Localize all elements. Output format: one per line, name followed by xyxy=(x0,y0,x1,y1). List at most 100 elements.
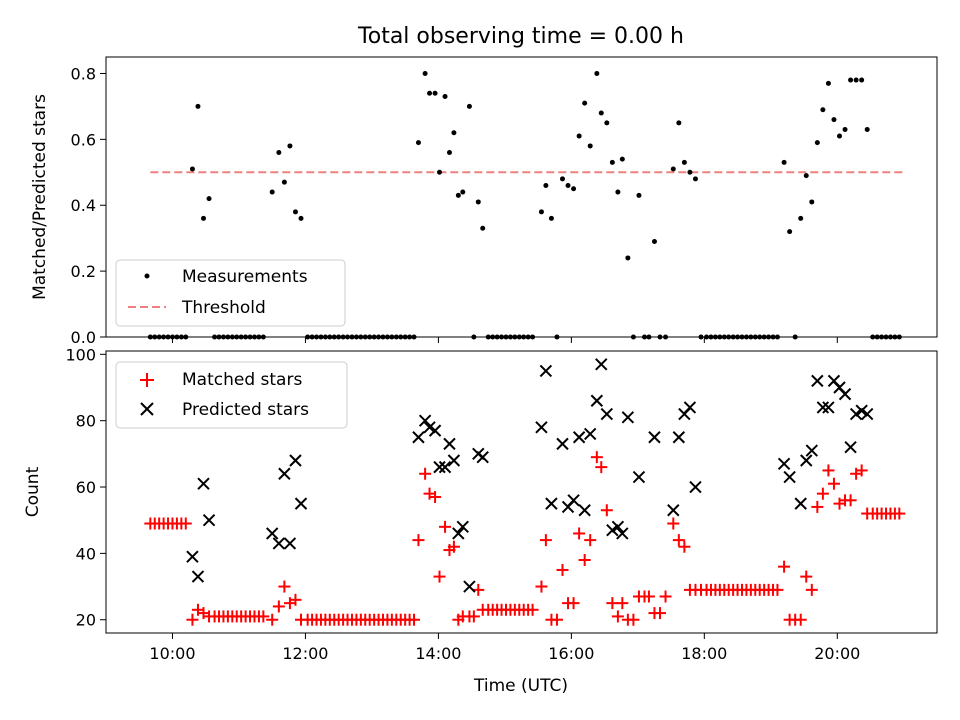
predicted-star-point xyxy=(600,407,614,421)
measurement-point xyxy=(651,238,657,244)
measurement-point xyxy=(460,189,466,195)
matched-star-point xyxy=(678,540,691,553)
measurement-point xyxy=(809,199,815,205)
matched-star-point xyxy=(654,607,666,620)
matched-star-point xyxy=(816,487,829,500)
measurement-point xyxy=(814,140,820,146)
legend-matched-marker xyxy=(140,373,154,387)
top-x-ticks xyxy=(171,337,838,343)
measurement-point xyxy=(281,179,287,185)
top-legend-box xyxy=(115,259,346,327)
predicted-star-point xyxy=(272,537,286,550)
x-tick-label: 12:00 xyxy=(282,644,328,663)
predicted-star-point xyxy=(583,427,597,441)
measurement-point xyxy=(415,140,421,146)
predicted-star-point xyxy=(186,550,199,563)
measurement-point xyxy=(609,159,615,165)
predicted-star-point xyxy=(648,431,661,444)
bottom-ylabel: Count xyxy=(23,466,43,517)
measurement-point xyxy=(195,103,201,109)
matched-star-point xyxy=(600,504,613,517)
predicted-star-point xyxy=(621,411,635,424)
predicted-star-point xyxy=(855,404,868,417)
measurement-point xyxy=(571,186,577,192)
matched-star-point xyxy=(827,477,840,490)
predicted-star-point xyxy=(202,513,216,527)
matched-star-point xyxy=(667,517,680,530)
predicted-star-point xyxy=(265,527,279,540)
measurement-point xyxy=(466,103,472,109)
measurement-point xyxy=(803,173,809,179)
measurement-point xyxy=(446,150,452,156)
x-tick-label: 20:00 xyxy=(814,644,860,663)
predicted-star-point xyxy=(556,437,569,451)
predicted-star-point xyxy=(443,437,456,451)
matched-star-point xyxy=(472,583,485,596)
matched-star-point xyxy=(578,554,591,567)
measurement-point xyxy=(598,110,604,116)
predicted-star-point xyxy=(289,454,302,467)
measurement-point xyxy=(615,189,621,195)
predicted-star-point xyxy=(838,387,852,401)
measurement-point xyxy=(287,143,293,149)
predicted-star-point xyxy=(672,431,686,444)
predicted-star-point xyxy=(800,454,813,467)
predicted-star-point xyxy=(595,358,608,371)
matched-star-point xyxy=(567,597,580,610)
measurement-point xyxy=(548,215,554,221)
measurement-point xyxy=(422,70,428,76)
x-tick-label: 18:00 xyxy=(681,644,727,663)
predicted-star-point xyxy=(433,460,446,474)
measurement-point xyxy=(594,70,600,76)
predicted-star-point xyxy=(777,457,791,471)
measurement-point xyxy=(298,215,304,221)
measurement-point xyxy=(432,90,438,96)
matched-star-point xyxy=(179,517,192,530)
bottom-legend-box xyxy=(115,361,348,429)
predicted-star-point xyxy=(278,467,291,480)
measurement-point xyxy=(687,169,693,175)
measurement-point xyxy=(206,196,212,202)
predicted-star-point xyxy=(539,364,553,378)
legend-predicted-label: Predicted stars xyxy=(182,400,309,420)
matched-star-point xyxy=(794,613,807,626)
measurement-point xyxy=(836,133,842,139)
y-tick-label: 20 xyxy=(76,611,96,630)
measurement-point xyxy=(451,130,457,136)
matched-star-point xyxy=(822,464,835,477)
measurement-point xyxy=(676,120,682,126)
predicted-star-point xyxy=(191,570,205,583)
predicted-star-point xyxy=(456,520,469,534)
predicted-star-point xyxy=(816,401,830,414)
bottom-panel: 20 40 60 80 100 10:00 12:00 14:00 16:00 18:00 20:… xyxy=(23,345,938,696)
measurement-point xyxy=(787,229,793,235)
matched-star-point xyxy=(429,490,442,503)
matched-star-point xyxy=(573,527,586,540)
measurement-point xyxy=(681,159,687,165)
measurement-point xyxy=(859,77,865,83)
matched-star-point xyxy=(659,590,672,603)
matched-star-point xyxy=(590,451,603,464)
matched-star-point xyxy=(408,613,421,626)
measurement-point xyxy=(831,117,837,123)
matched-star-point xyxy=(805,583,818,596)
measurement-point xyxy=(455,192,461,198)
matched-star-point xyxy=(771,583,784,596)
predicted-star-point xyxy=(197,477,210,490)
matched-star-point xyxy=(584,534,597,547)
predicted-star-point xyxy=(811,374,824,388)
predicted-star-point xyxy=(438,460,452,474)
measurement-point xyxy=(538,209,544,215)
matched-star-point xyxy=(595,461,608,474)
matched-star-point xyxy=(272,600,285,613)
matched-star-point xyxy=(433,570,446,583)
measurement-point xyxy=(825,80,831,86)
top-axes-frame xyxy=(105,56,938,338)
matched-star-point xyxy=(811,500,824,513)
bottom-marks xyxy=(144,358,906,626)
measurement-point xyxy=(475,199,481,205)
y-tick-label: 0.4 xyxy=(71,196,96,215)
measurement-point xyxy=(427,90,433,96)
matched-star-point xyxy=(778,560,791,573)
matched-star-point xyxy=(412,534,425,547)
